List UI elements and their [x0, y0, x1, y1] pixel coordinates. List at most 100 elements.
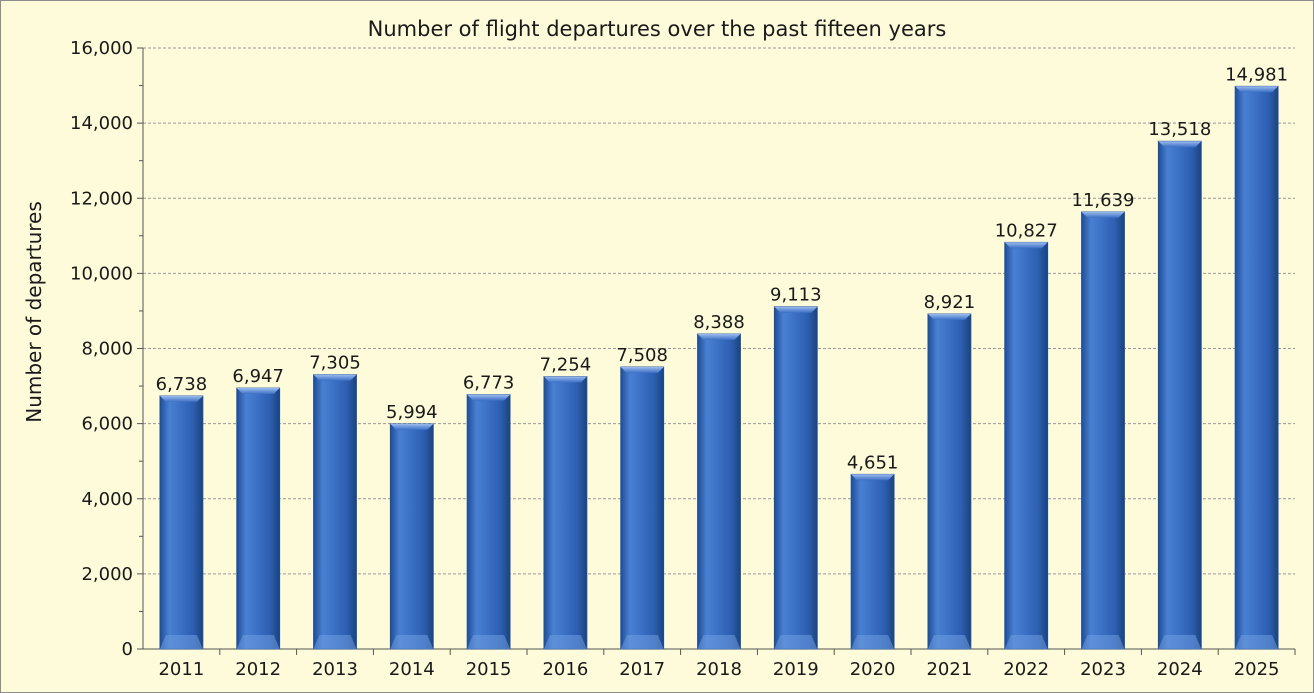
bar-body — [236, 387, 281, 650]
bar-cap — [697, 333, 741, 340]
bar-base — [390, 635, 434, 649]
bar-body — [1157, 140, 1202, 650]
bar-cap — [313, 374, 357, 381]
x-tick-label: 2023 — [1080, 659, 1126, 680]
data-label-2012: 6,947 — [232, 366, 284, 387]
data-label-2017: 7,508 — [616, 345, 668, 366]
bar-cap — [1235, 86, 1279, 93]
bar-2016 — [543, 376, 588, 650]
x-tick-label: 2012 — [235, 659, 281, 680]
y-tick-label: 2,000 — [81, 564, 133, 585]
bar-2014 — [389, 423, 434, 650]
bar-body — [543, 376, 588, 650]
x-tick-label: 2018 — [696, 659, 742, 680]
bar-body — [466, 394, 511, 650]
bar-base — [236, 635, 280, 649]
bar-body — [1234, 85, 1279, 650]
bar-2021 — [927, 313, 972, 650]
data-label-2023: 11,639 — [1072, 190, 1135, 211]
bar-2023 — [1081, 211, 1125, 650]
bar-2017 — [620, 366, 665, 650]
bar-cap — [927, 313, 971, 320]
x-tick-label: 2015 — [466, 659, 512, 680]
data-label-2022: 10,827 — [995, 220, 1058, 241]
bar-body — [1081, 211, 1125, 650]
bar-base — [313, 635, 357, 649]
data-label-2025: 14,981 — [1225, 64, 1288, 85]
bar-cap — [1081, 211, 1125, 218]
bar-2013 — [313, 374, 357, 650]
data-label-2020: 4,651 — [847, 452, 899, 473]
bar-2019 — [773, 306, 818, 650]
bar-base — [1235, 635, 1279, 649]
x-tick-label: 2019 — [773, 659, 819, 680]
data-label-2011: 6,738 — [156, 374, 208, 395]
data-label-2015: 6,773 — [463, 373, 515, 394]
y-tick-label: 14,000 — [70, 113, 133, 134]
bar-cap — [774, 306, 818, 313]
bar-cap — [1158, 141, 1202, 148]
x-tick-label: 2024 — [1157, 659, 1203, 680]
bar-body — [850, 473, 895, 650]
x-tick-label: 2016 — [542, 659, 588, 680]
bar-base — [697, 635, 741, 649]
bar-base — [1158, 635, 1202, 649]
bar-body — [159, 395, 204, 650]
bar-cap — [1004, 242, 1048, 249]
y-tick-label: 8,000 — [81, 339, 133, 360]
bars — [159, 85, 1279, 650]
bar-body — [620, 366, 665, 650]
bar-cap — [159, 395, 203, 402]
y-tick-label: 12,000 — [70, 188, 133, 209]
bar-cap — [543, 376, 587, 383]
bar-2011 — [159, 395, 204, 650]
data-label-2024: 13,518 — [1148, 119, 1211, 140]
x-tick-label: 2022 — [1003, 659, 1049, 680]
data-label-2021: 8,921 — [924, 292, 976, 313]
bar-body — [313, 374, 357, 650]
bar-cap — [236, 388, 280, 395]
bar-2018 — [697, 333, 741, 650]
data-label-2018: 8,388 — [693, 312, 745, 333]
bar-2022 — [1004, 241, 1049, 650]
bar-base — [1081, 635, 1125, 649]
y-tick-label: 0 — [122, 639, 133, 660]
y-tick-label: 6,000 — [81, 414, 133, 435]
bar-base — [467, 635, 511, 649]
y-axis-label: Number of departures — [22, 201, 46, 423]
bar-2015 — [466, 394, 511, 650]
y-tick-label: 10,000 — [70, 263, 133, 284]
bar-2012 — [236, 387, 281, 650]
x-tick-label: 2025 — [1234, 659, 1280, 680]
bar-base — [543, 635, 587, 649]
x-tick-label: 2011 — [158, 659, 204, 680]
bar-2025 — [1234, 85, 1279, 650]
bar-base — [851, 635, 895, 649]
bar-base — [620, 635, 664, 649]
bar-cap — [390, 423, 434, 430]
y-tick-label: 16,000 — [70, 38, 133, 59]
chart-title: Number of flight departures over the pas… — [368, 17, 947, 41]
data-label-2019: 9,113 — [770, 285, 822, 306]
bar-body — [697, 333, 741, 650]
bar-body — [927, 313, 972, 650]
bar-base — [774, 635, 818, 649]
bar-body — [389, 423, 434, 650]
bar-base — [1004, 635, 1048, 649]
data-label-2016: 7,254 — [540, 355, 592, 376]
bar-cap — [620, 366, 664, 373]
bar-body — [773, 306, 818, 650]
x-tick-label: 2014 — [389, 659, 435, 680]
x-tick-label: 2021 — [926, 659, 972, 680]
x-tick-label: 2017 — [619, 659, 665, 680]
bar-base — [159, 635, 203, 649]
x-tick-label: 2013 — [312, 659, 358, 680]
bar-2024 — [1157, 140, 1202, 650]
tick-labels: 0 2,000 4,000 6,000 8,000 10,000 12,000 14,000 1… — [70, 38, 1279, 680]
x-tick-label: 2020 — [850, 659, 896, 680]
bar-body — [1004, 241, 1049, 650]
y-tick-label: 4,000 — [81, 489, 133, 510]
data-label-2013: 7,305 — [309, 353, 361, 374]
